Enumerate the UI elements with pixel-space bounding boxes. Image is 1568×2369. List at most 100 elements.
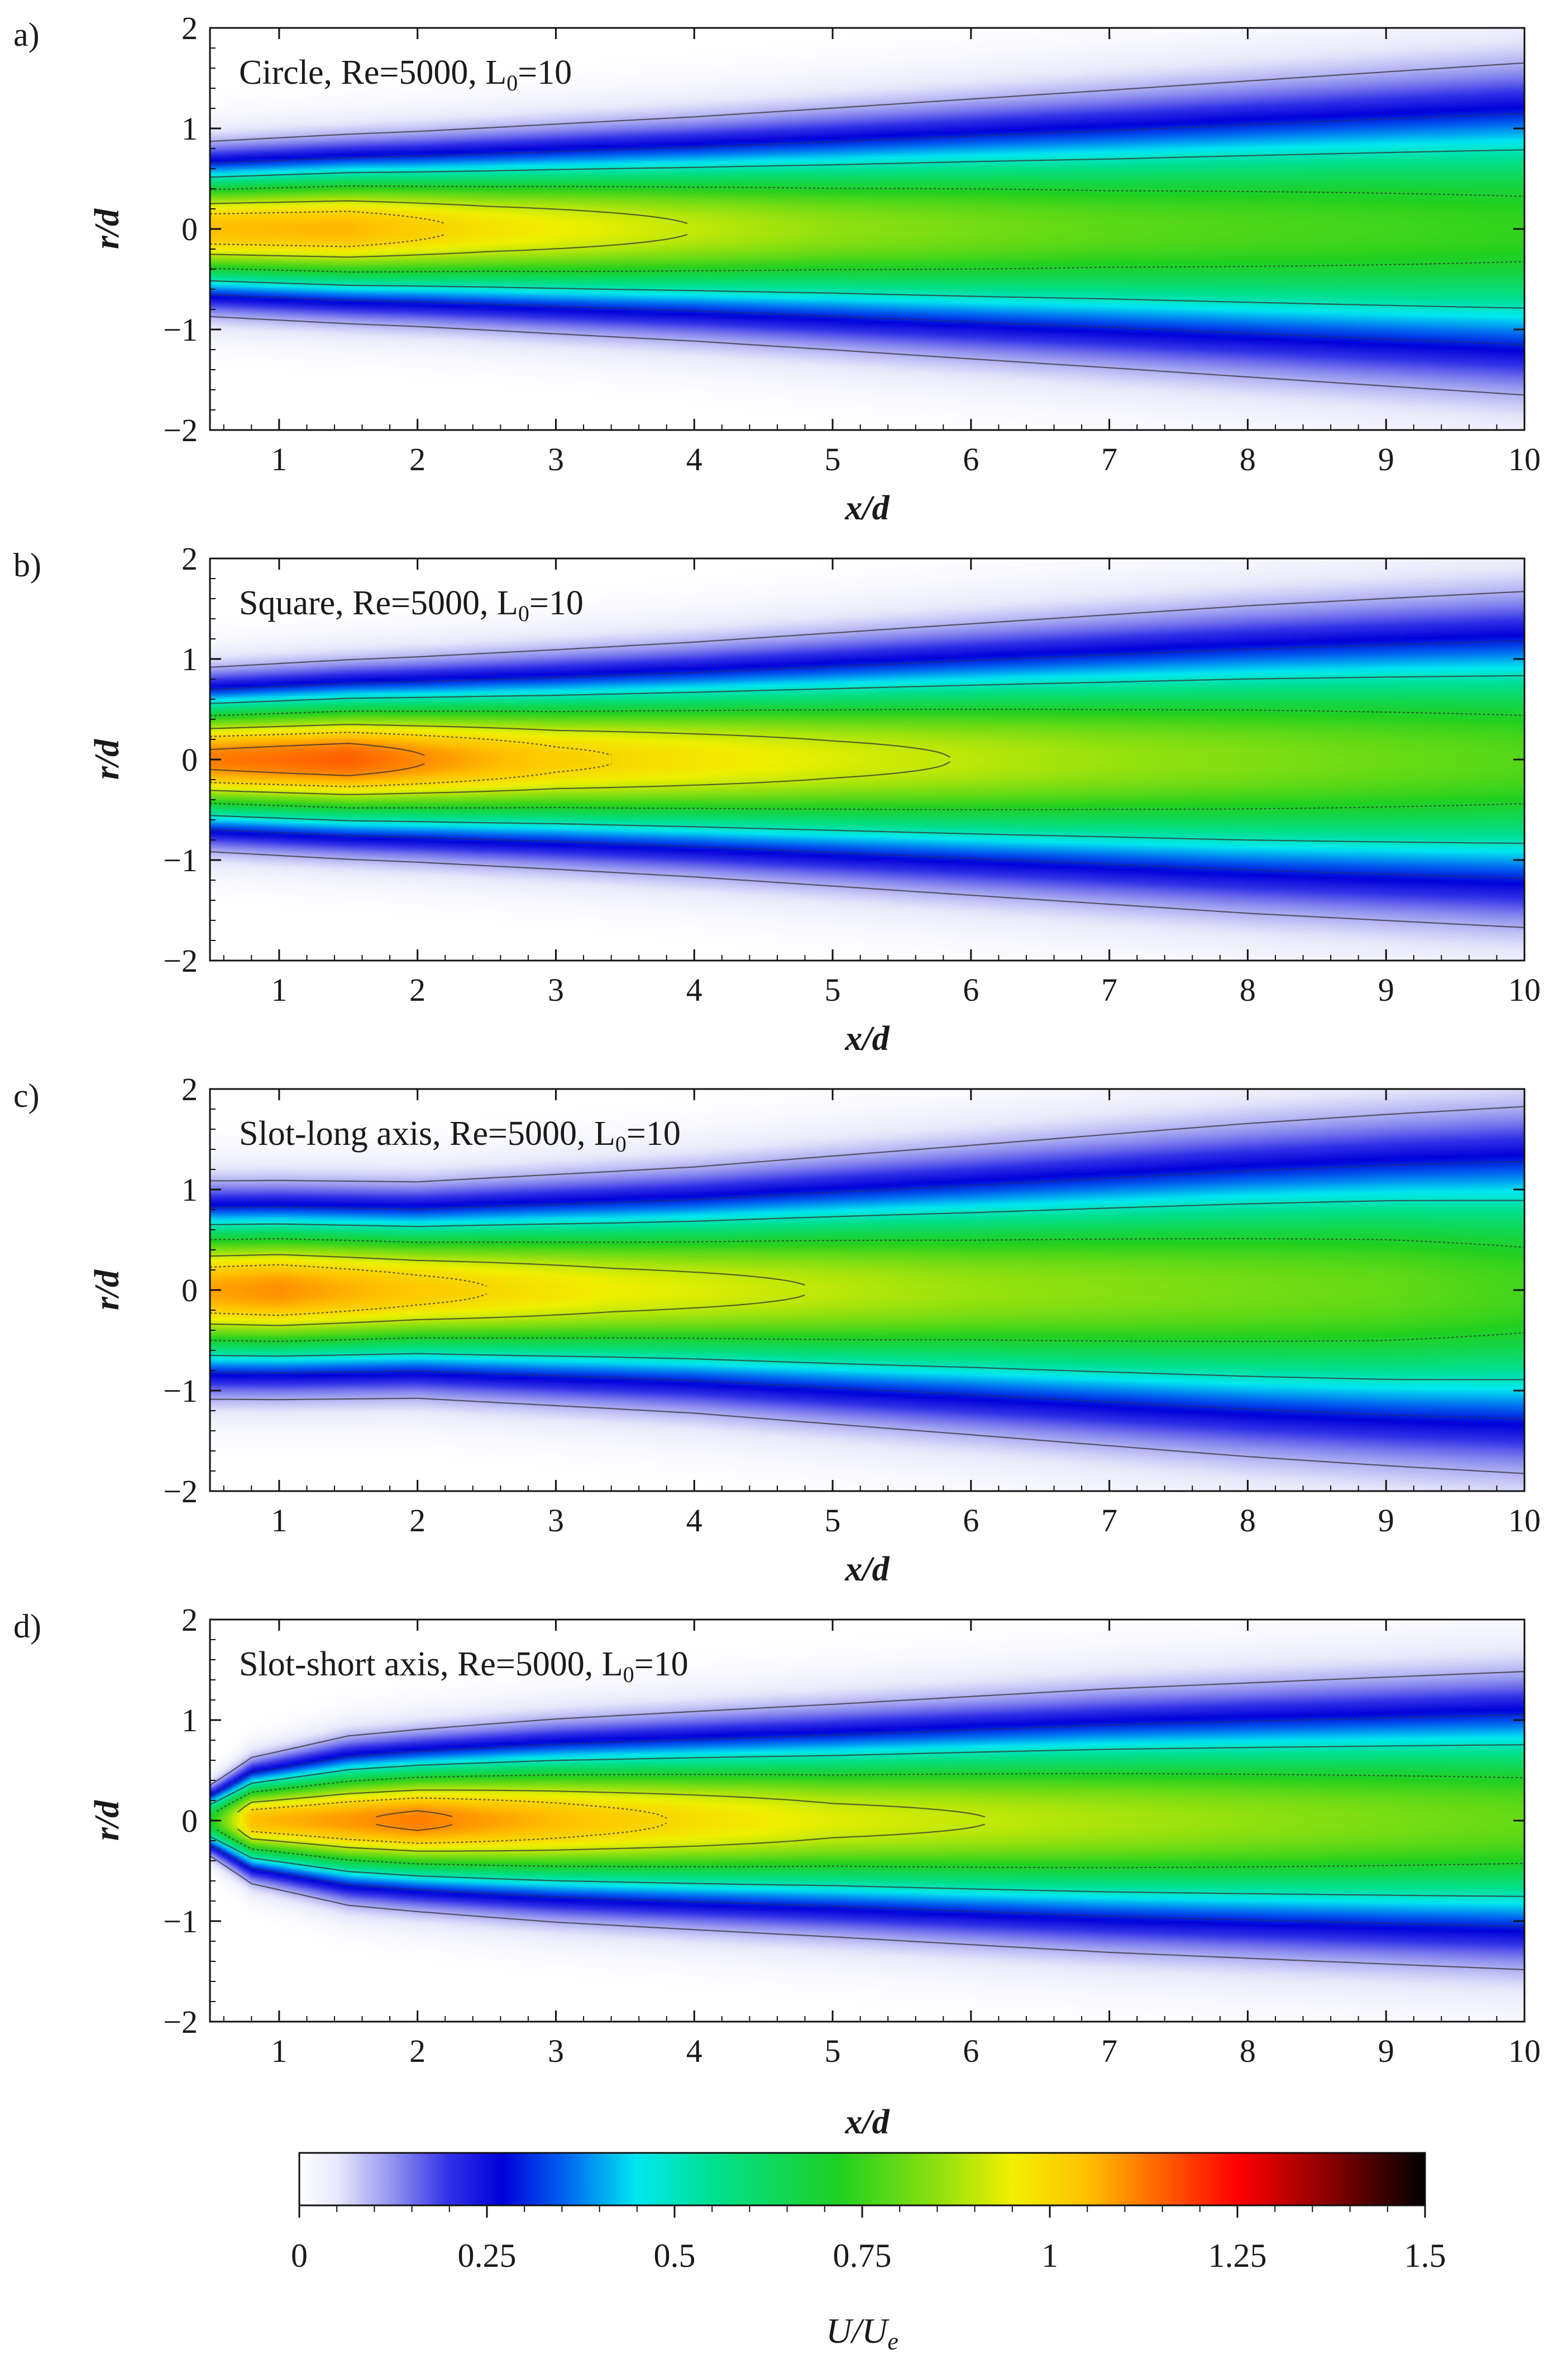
panel-a-xtick-label: 1 (271, 441, 287, 477)
panel-d-contour-2-lower (210, 1836, 1524, 1897)
panel-b-label: Square, Re=5000, L0=10 (239, 584, 584, 626)
panel-b-xlabel: x/d (844, 1020, 890, 1058)
panel-b-contour-1-upper (210, 640, 1524, 690)
panel-d-heatmap (210, 1620, 1524, 2022)
panel-a-xticks: 1 2 3 4 5 6 7 8 9 10 (223, 28, 1541, 477)
panel-c-xticks: 1 2 3 4 5 6 7 8 9 10 (223, 1089, 1541, 1539)
panel-b-contour-6-upper (210, 742, 425, 756)
panel-b-contours (210, 591, 1524, 928)
panel-c-ytick-label: 0 (181, 1272, 198, 1308)
panel-d-contours (210, 1670, 1524, 1971)
panel-a-xtick-label: 7 (1101, 441, 1117, 477)
panel-c-ylabel: r/d (88, 1269, 126, 1310)
panel-c-ytick-label: −1 (163, 1373, 198, 1409)
panel-b-ytick-label: −1 (163, 842, 198, 878)
panel-a-yticks: 2 1 0 −1 −2 (163, 10, 1524, 448)
panel-b-label-tail: =10 (529, 584, 584, 622)
panel-c-heatmap-image (210, 1089, 1524, 1491)
panel-d-contour-1-lower (210, 1844, 1524, 1927)
panel-a-contour-3-upper (210, 185, 1524, 197)
panel-b-contour-1-lower (210, 829, 1524, 879)
panel-b-heatmap-image (210, 558, 1524, 961)
panel-a-ytick-label: 1 (181, 111, 198, 147)
panel-c-contour-2-lower (210, 1353, 1524, 1381)
panel-c-contours (210, 1106, 1524, 1474)
panel-d-xtick-label: 8 (1240, 2033, 1256, 2069)
colorbar-ticks: 0 0.25 0.5 0.75 1 1.25 1.5 (291, 2205, 1446, 2274)
panel-d-xtick-label: 1 (271, 2033, 287, 2069)
colorbar-tick-label: 0.5 (654, 2237, 696, 2274)
panel-c-contour-4-upper (210, 1254, 805, 1286)
panel-a-contour-5-lower (210, 233, 446, 247)
panel-d-ylabel: r/d (88, 1800, 126, 1841)
panel-a-ylabel: r/d (88, 208, 126, 249)
panel-d-ytick-label: −1 (163, 1903, 198, 1940)
panel-d-xtick-label: 2 (409, 2033, 426, 2069)
panel-b-contour-3-upper (210, 709, 1524, 717)
panel-a-xtick-label: 2 (409, 441, 426, 477)
panel-d-xtick-label: 7 (1101, 2033, 1117, 2069)
panel-d-xtick-label: 5 (825, 2033, 841, 2069)
panel-d-xtick-label: 4 (686, 2033, 702, 2069)
panel-d-label: Slot-short axis, Re=5000, L0=10 (239, 1645, 689, 1687)
panel-d-xticks: 1 2 3 4 5 6 7 8 9 10 (223, 1620, 1541, 2069)
panel-c-xtick-label: 3 (548, 1502, 564, 1539)
panel-c-contour-1-upper (210, 1160, 1524, 1210)
panel-a-heatmap-image (210, 28, 1524, 430)
colorbar-title: U/Ue (826, 2311, 898, 2355)
panel-b-xtick-label: 8 (1240, 972, 1256, 1008)
colorbar-tick-label: 0.75 (833, 2237, 892, 2274)
panel-b-ytick-label: −2 (163, 943, 198, 979)
panel-c-letter: c) (13, 1077, 40, 1114)
panel-a-label-main: Circle, Re=5000, L (239, 54, 506, 92)
panel-a-contours (210, 62, 1524, 396)
panel-a-ytick-label: −1 (163, 312, 198, 348)
panel-b-contour-2-upper (210, 675, 1524, 704)
panel-a-xtick-label: 10 (1508, 441, 1541, 477)
panel-a-ytick-label: 2 (181, 10, 198, 46)
panel-a-xlabel: x/d (844, 489, 890, 527)
colorbar-tick-label: 0 (291, 2237, 308, 2274)
panel-c-heatmap (210, 1089, 1524, 1491)
panel-b-heatmap (210, 558, 1524, 961)
panel-b-xtick-label: 9 (1378, 972, 1394, 1008)
panel-b-xtick-label: 7 (1101, 972, 1117, 1008)
panel-a-xtick-label: 4 (686, 441, 702, 477)
panel-c-ytick-label: 2 (181, 1071, 198, 1107)
colorbar-tick-label: 0.25 (458, 2237, 517, 2274)
panel-a-label: Circle, Re=5000, L0=10 (239, 54, 572, 95)
panel-a-label-sub: 0 (506, 70, 518, 95)
panel-c-label-main: Slot-long axis, Re=5000, L (239, 1115, 615, 1153)
panel-d-xtick-label: 10 (1508, 2033, 1541, 2069)
colorbar: 0 0.25 0.5 0.75 1 1.25 1.5 U/Ue (291, 2152, 1446, 2355)
panel-c-xtick-label: 7 (1101, 1502, 1117, 1539)
panel-a-xtick-label: 3 (548, 441, 564, 477)
panel-a-contour-2-upper (210, 149, 1524, 178)
panel-c-ytick-label: −2 (163, 1473, 198, 1510)
panel-d-xtick-label: 3 (548, 2033, 564, 2069)
panel-a-contour-1-upper (210, 112, 1524, 164)
panel-d-ytick-label: 2 (181, 1602, 198, 1638)
panel-d-contour-1-upper (210, 1714, 1524, 1797)
panel-c-label-sub: 0 (615, 1131, 627, 1157)
colorbar-title-main: U/U (826, 2311, 890, 2351)
panel-d-xtick-label: 6 (963, 2033, 979, 2069)
panel-c-xtick-label: 10 (1508, 1502, 1541, 1539)
panel-a-contour-2-lower (210, 280, 1524, 309)
panel-c-xtick-label: 1 (271, 1502, 287, 1539)
colorbar-tick-label: 1 (1041, 2237, 1058, 2274)
panel-c-contour-2-upper (210, 1200, 1524, 1228)
panel-d-label-main: Slot-short axis, Re=5000, L (239, 1645, 623, 1683)
panel-c-contour-5-upper (210, 1264, 487, 1287)
panel-a-contour-1-lower (210, 294, 1524, 346)
panel-a-label-tail: =10 (518, 54, 572, 92)
panel-b-ytick-label: 1 (181, 641, 198, 677)
panel-a-letter: a) (13, 16, 40, 53)
panel-b: 1 2 3 4 5 6 7 8 9 10 210−1−2 b) Square, Re=5000, … (13, 541, 1541, 1058)
colorbar-bar (298, 2152, 1426, 2206)
panel-c-contour-3-lower (210, 1332, 1524, 1343)
panel-d-ytick-label: −2 (163, 2004, 198, 2040)
panel-b-contour-2-lower (210, 815, 1524, 844)
panel-a-contour-0-lower (210, 316, 1524, 396)
